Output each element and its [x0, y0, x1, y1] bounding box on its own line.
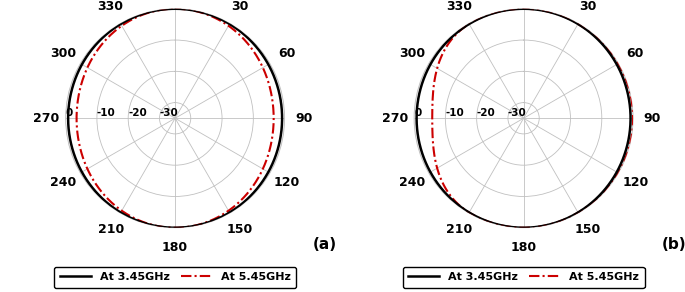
- Text: (a): (a): [313, 237, 337, 251]
- Text: (b): (b): [662, 237, 685, 251]
- Legend: At 3.45GHz, At 5.45GHz: At 3.45GHz, At 5.45GHz: [403, 267, 645, 288]
- Legend: At 3.45GHz, At 5.45GHz: At 3.45GHz, At 5.45GHz: [54, 267, 296, 288]
